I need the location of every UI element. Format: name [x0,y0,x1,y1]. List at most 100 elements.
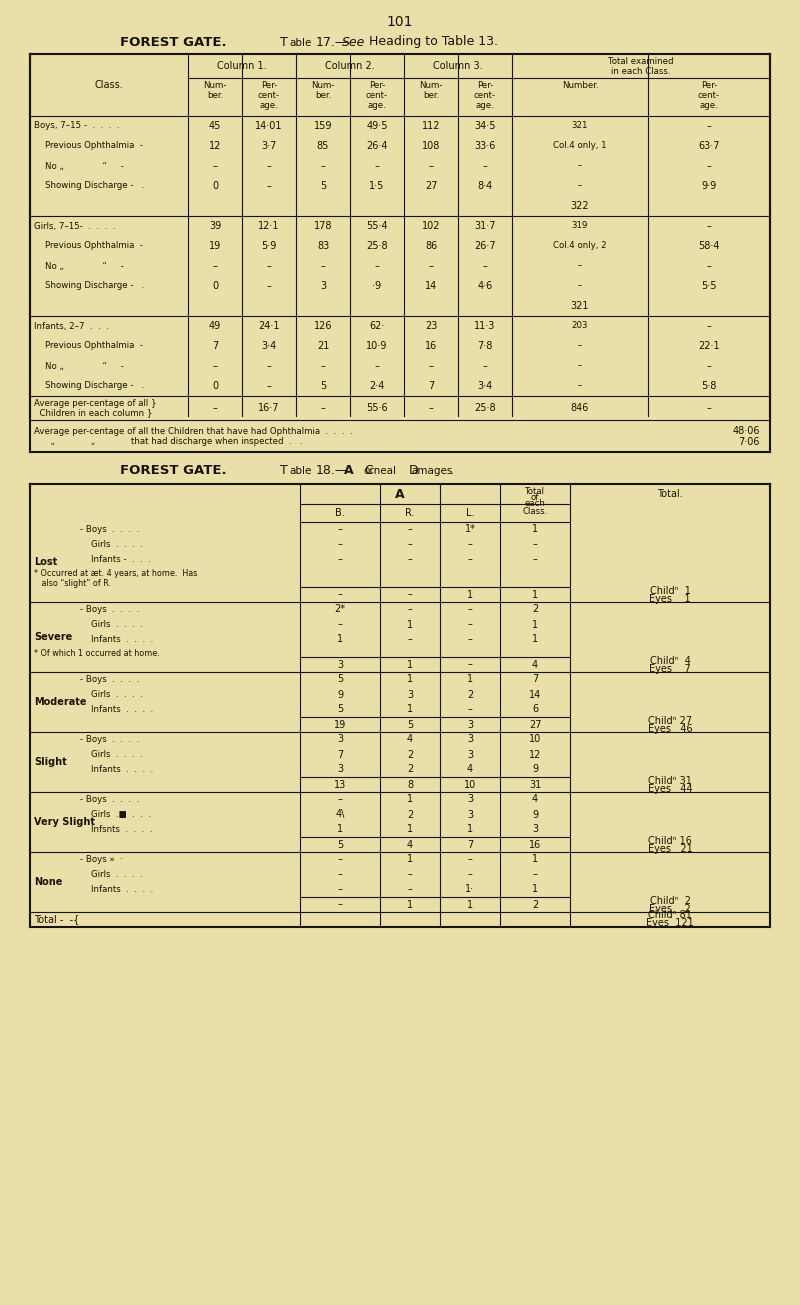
Text: 1: 1 [532,855,538,864]
Text: –: – [374,361,379,371]
Text: 5: 5 [337,705,343,715]
Text: Total.: Total. [657,489,683,499]
Text: Num-: Num- [311,81,334,90]
Text: –: – [407,604,413,615]
Text: Total -  -{: Total - -{ [34,915,79,924]
Text: 21: 21 [317,341,329,351]
Text: Showing Discharge -   .: Showing Discharge - . [34,181,144,191]
Text: also “slight” of R.: also “slight” of R. [34,579,111,589]
Text: 7: 7 [337,749,343,760]
Text: 1: 1 [467,899,473,910]
Text: * Occurred at æt. 4 years, at home.  Has: * Occurred at æt. 4 years, at home. Has [34,569,198,578]
Text: 5·9: 5·9 [262,241,277,251]
Text: 83: 83 [317,241,329,251]
Text: –: – [338,899,342,910]
Text: Num-: Num- [419,81,442,90]
Text: Previous Ophthalmia  -: Previous Ophthalmia - [34,342,143,351]
Text: 7·8: 7·8 [478,341,493,351]
Text: 85: 85 [317,141,329,151]
Text: 4·6: 4·6 [478,281,493,291]
Text: Girls  .■  .  .  .: Girls .■ . . . [80,810,151,820]
Text: –: – [338,555,342,565]
Text: age.: age. [700,102,718,111]
Text: –: – [706,403,711,412]
Text: Per-: Per- [369,81,385,90]
Text: –: – [467,620,473,629]
Text: –: – [266,161,271,171]
Text: 24·1: 24·1 [258,321,280,331]
Text: 1: 1 [407,899,413,910]
Text: - Boys  .  .  .  .: - Boys . . . . [80,606,139,613]
Text: Children in each column }: Children in each column } [34,408,153,418]
Text: Infants  .  .  .  .: Infants . . . . [80,705,154,714]
Text: Childⁿ 31: Childⁿ 31 [648,775,692,786]
Text: –: – [429,261,434,271]
Text: 1: 1 [407,705,413,715]
Text: 12: 12 [209,141,221,151]
Text: Childⁿ 16: Childⁿ 16 [648,835,692,846]
Text: –: – [213,403,218,412]
Text: 31·7: 31·7 [474,221,496,231]
Text: Per-: Per- [477,81,493,90]
Text: –: – [266,361,271,371]
Text: T: T [280,463,288,476]
Text: 319: 319 [572,222,588,231]
Text: 3·4: 3·4 [478,381,493,392]
Text: 26·4: 26·4 [366,141,388,151]
Text: Infants  .  .  .  .: Infants . . . . [80,636,154,643]
Text: –: – [266,181,271,191]
Text: 2: 2 [407,809,413,820]
Text: –: – [578,282,582,291]
Text: 1: 1 [467,590,473,599]
Text: 5: 5 [320,381,326,392]
Text: L.: L. [466,508,474,518]
Text: Eyes    2: Eyes 2 [649,903,691,914]
Text: Average per-centage of all the Children that have had Ophthalmia  .  .  .  .: Average per-centage of all the Children … [34,427,353,436]
Text: 7: 7 [428,381,434,392]
Text: No „              “     -: No „ “ - [34,162,124,171]
Text: 48·06: 48·06 [733,425,760,436]
Text: of: of [531,493,539,502]
Text: 1: 1 [532,525,538,535]
Text: Girls  .  .  .  .: Girls . . . . [80,870,143,880]
Text: –: – [706,121,711,130]
Text: –: – [338,590,342,599]
Text: 4: 4 [407,735,413,744]
Text: –: – [407,555,413,565]
Text: age.: age. [476,102,494,111]
Text: 7: 7 [532,675,538,685]
Text: 5: 5 [337,839,343,850]
Text: 13: 13 [334,779,346,790]
Text: 3: 3 [467,719,473,729]
Text: 10: 10 [464,779,476,790]
Text: –: – [482,261,487,271]
Text: –: – [338,539,342,549]
Text: 10·9: 10·9 [366,341,388,351]
Text: 2: 2 [532,899,538,910]
Text: –: – [467,659,473,669]
Text: –: – [482,361,487,371]
Text: - Boys »  ·: - Boys » · [80,855,123,864]
Text: 45: 45 [209,121,221,130]
Text: A: A [395,488,405,501]
Text: –: – [467,869,473,880]
Text: Moderate: Moderate [34,697,86,707]
Text: Childⁿ 27: Childⁿ 27 [648,715,692,726]
Text: 7: 7 [212,341,218,351]
Text: - Boys  .  .  .  .: - Boys . . . . [80,735,139,744]
Text: –: – [706,161,711,171]
Text: Eyes    1: Eyes 1 [649,594,691,603]
Text: cent-: cent- [474,91,496,100]
Text: –: – [266,281,271,291]
Text: Boys, 7–15 -  .  .  .  .: Boys, 7–15 - . . . . [34,121,119,130]
Text: 62·: 62· [370,321,385,331]
Text: Column 3.: Column 3. [433,61,483,70]
Text: T: T [280,35,288,48]
Text: –: – [533,555,538,565]
Text: –: – [467,604,473,615]
Text: Showing Discharge -   .: Showing Discharge - . [34,282,144,291]
Text: –: – [706,261,711,271]
Text: 2: 2 [407,765,413,774]
Text: Girls, 7–15-  .  .  .  .: Girls, 7–15- . . . . [34,222,115,231]
Text: B.: B. [335,508,345,518]
